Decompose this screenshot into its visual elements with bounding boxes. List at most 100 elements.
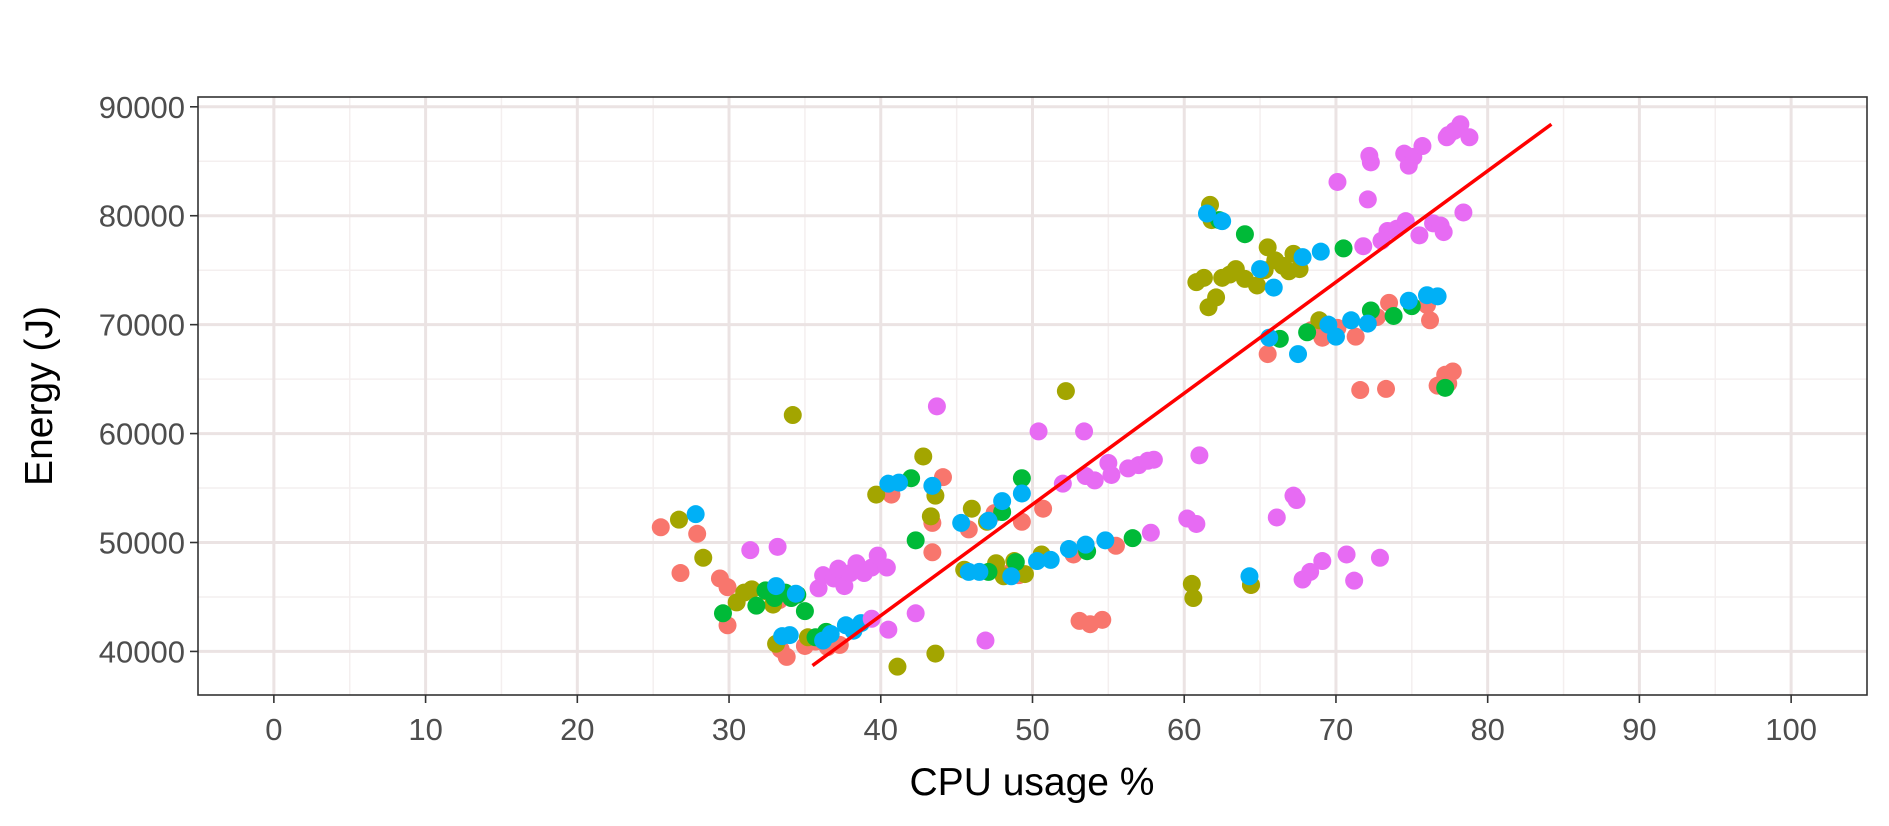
data-point — [1123, 529, 1142, 548]
data-point — [1182, 574, 1201, 593]
data-point — [921, 507, 940, 526]
x-tick-label: 90 — [1622, 712, 1656, 747]
data-point — [1059, 540, 1078, 559]
x-tick-label: 50 — [1015, 712, 1049, 747]
data-point — [1334, 239, 1353, 258]
data-point — [877, 558, 896, 577]
data-point — [1298, 323, 1317, 342]
data-point — [1460, 128, 1479, 147]
data-point — [1190, 446, 1209, 465]
data-point — [926, 644, 945, 663]
data-point — [1141, 523, 1160, 542]
data-point — [651, 518, 670, 537]
data-point — [1358, 190, 1377, 209]
data-point — [1377, 379, 1396, 398]
data-point — [1443, 362, 1462, 381]
x-tick-label: 30 — [712, 712, 746, 747]
data-point — [780, 626, 799, 645]
data-point — [1354, 237, 1373, 256]
data-point — [888, 657, 907, 676]
data-point — [1076, 535, 1095, 554]
data-point — [993, 492, 1012, 511]
data-point — [1434, 223, 1453, 242]
x-tick-label: 20 — [560, 712, 594, 747]
plot-panel — [197, 96, 1868, 696]
data-point — [1346, 327, 1365, 346]
data-point — [970, 562, 989, 581]
data-point — [889, 473, 908, 492]
data-point — [1028, 552, 1047, 571]
data-point — [1102, 465, 1121, 484]
data-point — [1289, 345, 1308, 364]
data-point — [1421, 311, 1440, 330]
data-point — [1342, 311, 1361, 330]
data-point — [979, 511, 998, 530]
data-point — [1301, 562, 1320, 581]
data-point — [923, 543, 942, 562]
y-tick-label: 90000 — [99, 90, 185, 125]
data-point — [927, 397, 946, 416]
data-point — [1029, 422, 1048, 441]
data-point — [1207, 288, 1226, 307]
data-point — [1264, 278, 1283, 297]
data-point — [1235, 225, 1254, 244]
data-point — [1313, 552, 1332, 571]
data-point — [862, 609, 881, 628]
data-point — [1006, 553, 1025, 572]
data-point — [1184, 589, 1203, 608]
data-point — [1413, 137, 1432, 156]
data-point — [1410, 226, 1429, 245]
x-tick-label: 40 — [864, 712, 898, 747]
y-tick-label: 40000 — [99, 634, 185, 669]
y-tick-label: 50000 — [99, 526, 185, 561]
data-point — [747, 596, 766, 615]
data-point — [1326, 327, 1345, 346]
data-point — [767, 577, 786, 596]
data-point — [1328, 172, 1347, 191]
data-point — [1075, 422, 1094, 441]
data-point — [694, 548, 713, 567]
data-point — [1351, 381, 1370, 400]
data-point — [821, 625, 840, 644]
data-point — [867, 485, 886, 504]
data-point — [669, 510, 688, 529]
y-axis-title: Energy (J) — [18, 306, 61, 486]
data-point — [914, 447, 933, 466]
data-point — [1251, 260, 1270, 279]
data-point — [1451, 115, 1470, 134]
major-gridlines — [198, 97, 1867, 695]
data-point — [879, 620, 898, 639]
data-points — [651, 115, 1479, 676]
data-point — [1041, 550, 1060, 569]
data-point — [1399, 291, 1418, 310]
data-point — [1454, 203, 1473, 222]
data-point — [1002, 567, 1021, 586]
x-tick-label: 10 — [408, 712, 442, 747]
data-point — [786, 584, 805, 603]
data-point — [1248, 276, 1267, 295]
data-point — [1293, 248, 1312, 267]
data-point — [976, 631, 995, 650]
data-point — [1187, 514, 1206, 533]
data-point — [1012, 484, 1031, 503]
regression-line — [811, 122, 1553, 668]
data-point — [1096, 531, 1115, 550]
data-point — [1034, 499, 1053, 518]
data-point — [741, 541, 760, 560]
y-axis: 40000 50000 60000 70000 80000 90000 — [99, 90, 198, 669]
data-point — [688, 524, 707, 543]
x-tick-label: 0 — [265, 712, 282, 747]
data-point — [1337, 545, 1356, 564]
data-point — [1428, 287, 1447, 306]
data-point — [1194, 268, 1213, 287]
data-point — [1345, 571, 1364, 590]
data-point — [1144, 450, 1163, 469]
data-point — [1085, 471, 1104, 490]
data-point — [906, 531, 925, 550]
data-point — [671, 564, 690, 583]
data-point — [1287, 491, 1306, 510]
data-point — [1311, 242, 1330, 261]
data-point — [742, 580, 761, 599]
data-point — [1358, 314, 1377, 333]
data-point — [768, 537, 787, 556]
